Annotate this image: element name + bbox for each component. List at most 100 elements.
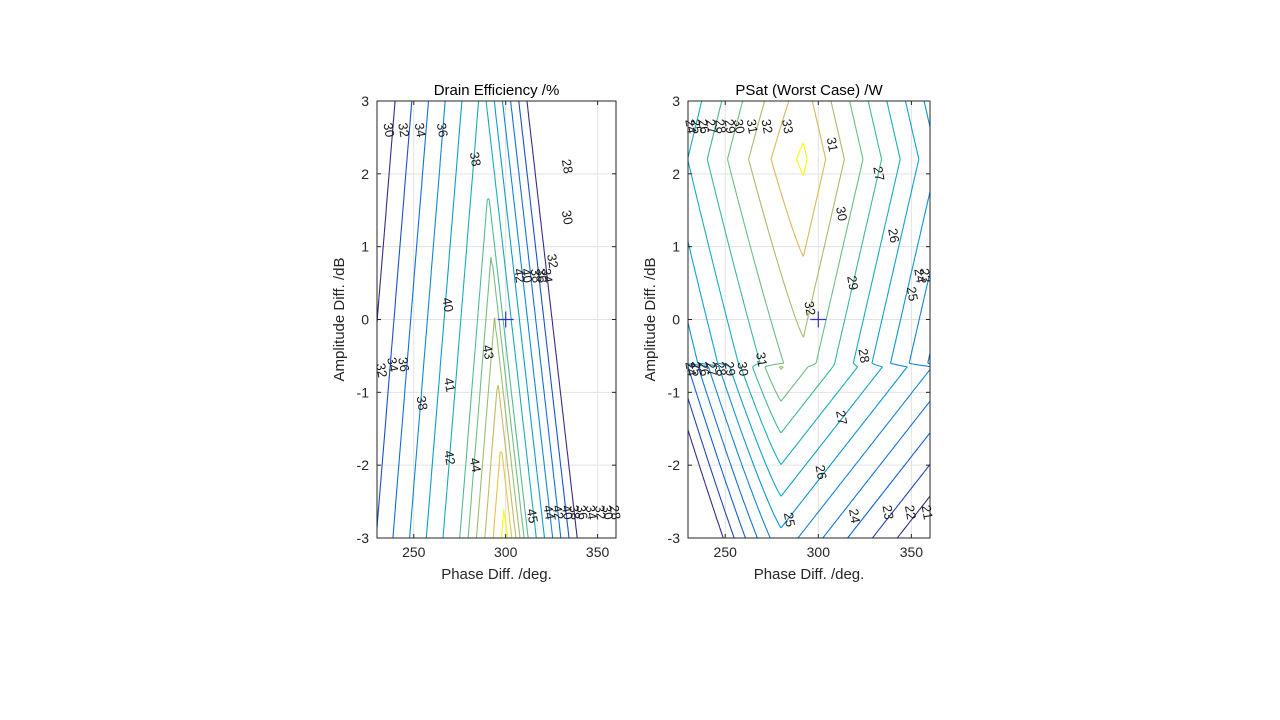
x-axis-label: Phase Diff. /deg. <box>441 566 552 583</box>
x-tick-label: 300 <box>494 544 518 560</box>
y-tick-label: 0 <box>361 312 369 328</box>
contour-level-45 <box>500 509 509 538</box>
contour-label: 30 <box>559 209 576 226</box>
contour-label: 30 <box>599 504 616 521</box>
contour-label: 45 <box>524 508 541 525</box>
contour-label: 30 <box>731 118 748 135</box>
contour-label: 22 <box>902 504 919 521</box>
contour-level-36 <box>425 101 546 538</box>
y-tick-label: -3 <box>357 530 370 546</box>
y-tick-label: -2 <box>668 457 681 473</box>
contour-label: 23 <box>917 267 934 284</box>
contour-lines <box>688 101 930 538</box>
contour-label: 43 <box>480 344 497 361</box>
contour-label: 24 <box>682 118 699 135</box>
y-tick-label: 0 <box>672 312 680 328</box>
contour-label: 28 <box>559 158 576 175</box>
contour-label: 23 <box>880 504 897 521</box>
contour-level-41 <box>467 256 525 538</box>
contour-label: 38 <box>528 267 545 284</box>
contour-label: 32 <box>759 118 776 135</box>
contour-label: 27 <box>870 165 887 182</box>
contour-level-40 <box>459 198 529 538</box>
contour-label: 28 <box>607 504 624 521</box>
x-tick-label: 350 <box>586 544 610 560</box>
contour-label: 38 <box>566 504 583 521</box>
y-tick-label: 1 <box>361 239 369 255</box>
contour-level-33 <box>796 142 808 176</box>
x-tick-label: 250 <box>402 544 426 560</box>
contour-level-29 <box>706 101 883 434</box>
contour-label: 31 <box>824 136 841 153</box>
contour-label: 24 <box>846 508 863 525</box>
contour-label: 36 <box>434 122 451 139</box>
contour-label: 26 <box>813 464 830 481</box>
y-axis-label: Amplitude Diff. /dB <box>642 258 659 382</box>
contour-label: 26 <box>695 360 712 377</box>
contour-level-28 <box>688 101 901 465</box>
contour-level-44 <box>492 451 513 538</box>
contour-label: 25 <box>688 118 705 135</box>
contour-level-30 <box>726 101 864 402</box>
contour-level-27 <box>688 101 920 497</box>
y-tick-label: -2 <box>357 457 370 473</box>
contour-label: 32 <box>544 253 561 270</box>
contour-label: 24 <box>682 360 699 377</box>
contour-label: 27 <box>703 360 720 377</box>
contour-label: 31 <box>744 118 761 135</box>
contour-label: 25 <box>904 285 921 302</box>
contour-label: 30 <box>734 360 751 377</box>
contour-label: 34 <box>412 122 429 139</box>
contour-label: 25 <box>781 511 798 528</box>
contour-label: 34 <box>384 356 401 373</box>
y-tick-label: -1 <box>668 384 681 400</box>
contour-level-32 <box>770 101 827 257</box>
y-tick-label: 2 <box>672 166 680 182</box>
contour-label: 27 <box>833 409 850 426</box>
chart-title: PSat (Worst Case) /W <box>735 82 883 99</box>
contour-label: 32 <box>395 122 412 139</box>
contour-level-42 <box>475 317 521 538</box>
contour-label: 28 <box>855 347 872 364</box>
contour-level-43 <box>484 385 517 538</box>
contour-lines <box>377 101 578 538</box>
contour-level-26 <box>688 101 930 529</box>
contour-label: 26 <box>885 227 902 244</box>
contour-label: 32 <box>592 504 609 521</box>
contour-level-32 <box>392 101 562 538</box>
contour-label: 41 <box>441 376 458 393</box>
contour-label: 42 <box>511 267 528 284</box>
x-axis-label: Phase Diff. /deg. <box>754 566 865 583</box>
contour-label: 29 <box>721 360 738 377</box>
contour-label: 25 <box>688 360 705 377</box>
y-tick-label: 1 <box>672 239 680 255</box>
x-tick-label: 350 <box>900 544 924 560</box>
contour-level-30 <box>377 101 570 538</box>
contour-label: 31 <box>753 351 770 368</box>
contour-label: 44 <box>467 457 484 474</box>
y-tick-label: -3 <box>668 530 681 546</box>
contour-label: 28 <box>712 118 729 135</box>
contour-level-21 <box>688 429 930 538</box>
contour-label: 40 <box>559 504 576 521</box>
contour-label: 28 <box>712 360 729 377</box>
contour-label: 24 <box>911 267 928 284</box>
contour-label: 44 <box>540 504 557 521</box>
contour-level-38 <box>442 101 537 538</box>
contour-level-23 <box>688 366 930 538</box>
contour-label: 40 <box>518 267 535 284</box>
contour-label: 36 <box>533 267 550 284</box>
contour-label: 42 <box>441 449 458 466</box>
y-tick-label: -1 <box>357 384 370 400</box>
y-tick-label: 3 <box>672 93 680 109</box>
contour-label: 42 <box>550 504 567 521</box>
contour-label: 29 <box>844 274 861 291</box>
contour-level-34 <box>409 101 554 538</box>
contour-label: 29 <box>721 118 738 135</box>
contour-label: 26 <box>695 118 712 135</box>
contour-label: 33 <box>779 118 796 135</box>
contour-label: 36 <box>573 504 590 521</box>
